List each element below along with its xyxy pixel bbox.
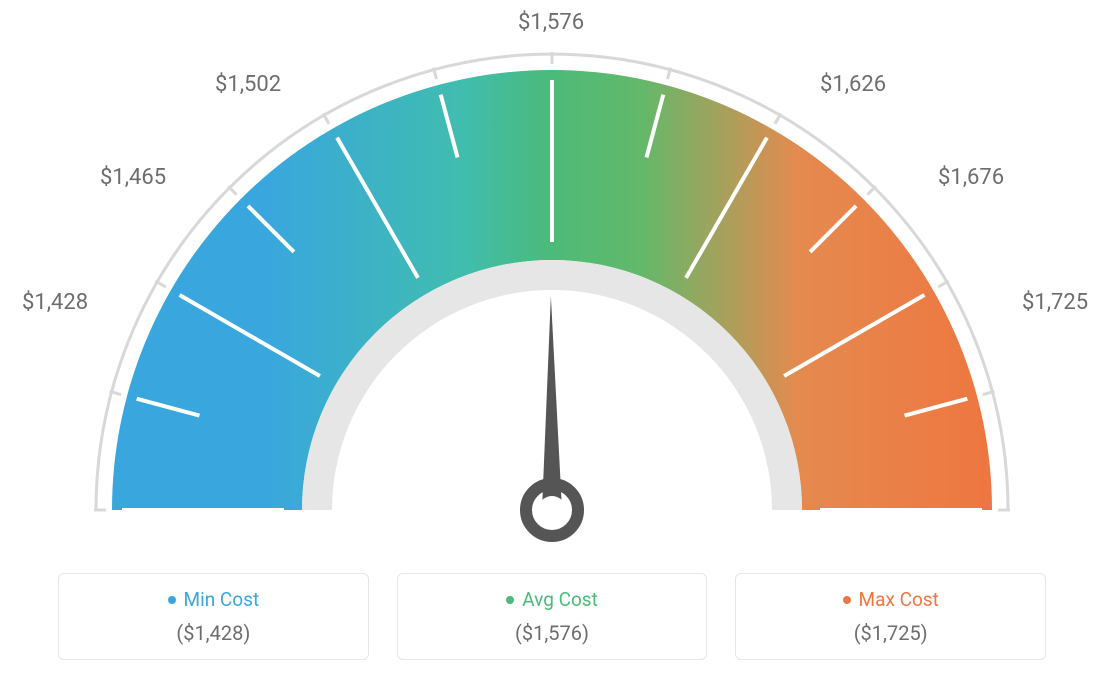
legend-card-min: Min Cost ($1,428) bbox=[58, 573, 369, 660]
gauge-tick-label: $1,676 bbox=[938, 165, 1004, 190]
legend-title-row: Avg Cost bbox=[506, 588, 598, 611]
legend-value: ($1,725) bbox=[854, 621, 928, 645]
legend-row: Min Cost ($1,428) Avg Cost ($1,576) Max Cost… bbox=[0, 573, 1104, 660]
legend-title: Min Cost bbox=[184, 588, 260, 611]
gauge-tick-label: $1,626 bbox=[820, 72, 886, 97]
legend-title: Avg Cost bbox=[522, 588, 598, 611]
gauge-tick-label: $1,502 bbox=[215, 72, 281, 97]
gauge-tick-label: $1,725 bbox=[1022, 290, 1088, 315]
gauge-tick-label: $1,428 bbox=[22, 290, 88, 315]
legend-title-row: Min Cost bbox=[168, 588, 260, 611]
gauge-tick-label: $1,465 bbox=[100, 165, 166, 190]
legend-dot-icon bbox=[843, 596, 851, 604]
legend-card-max: Max Cost ($1,725) bbox=[735, 573, 1046, 660]
gauge-svg bbox=[0, 0, 1104, 555]
gauge-tick-label: $1,576 bbox=[518, 10, 584, 35]
legend-dot-icon bbox=[168, 596, 176, 604]
legend-title: Max Cost bbox=[859, 588, 939, 611]
legend-card-avg: Avg Cost ($1,576) bbox=[397, 573, 708, 660]
gauge-needle bbox=[526, 296, 578, 536]
legend-value: ($1,576) bbox=[515, 621, 589, 645]
legend-title-row: Max Cost bbox=[843, 588, 939, 611]
legend-dot-icon bbox=[506, 596, 514, 604]
legend-value: ($1,428) bbox=[176, 621, 250, 645]
gauge-chart: $1,428 $1,465 $1,502 $1,576 $1,626 $1,676 $1,7… bbox=[0, 0, 1104, 555]
